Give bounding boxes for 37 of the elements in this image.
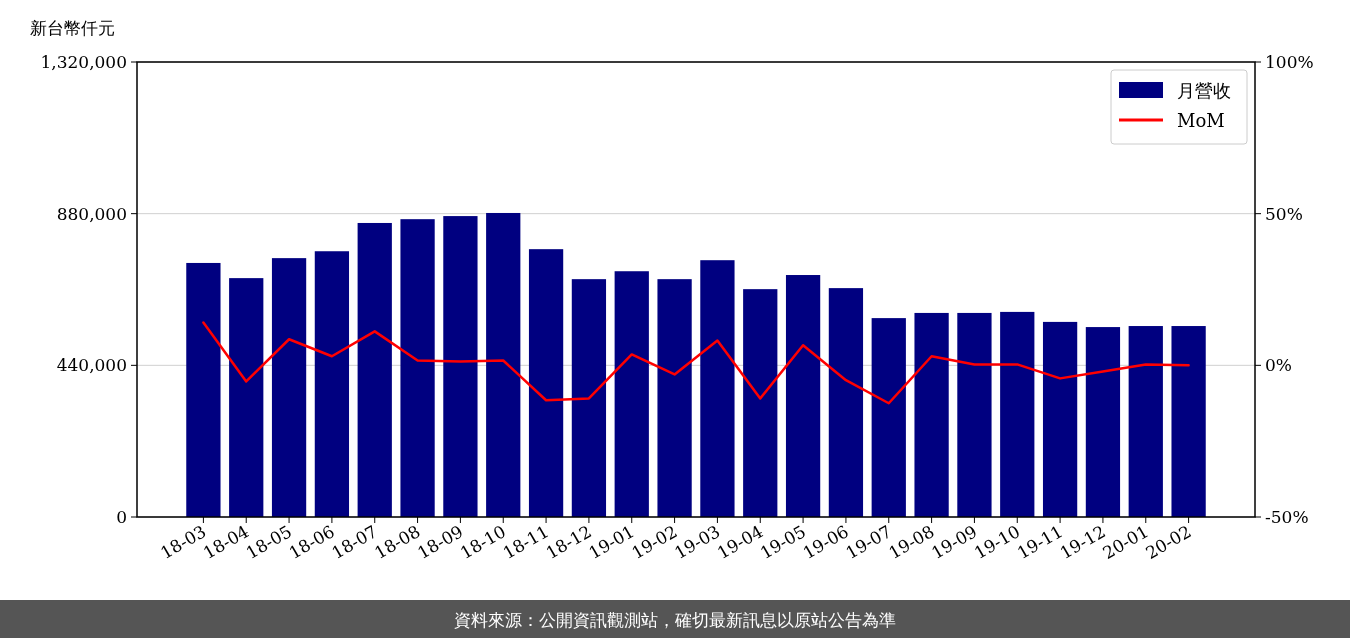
bar (828, 288, 864, 517)
bar (314, 251, 350, 517)
bar (271, 258, 307, 517)
y2-tick-label: -50% (1265, 507, 1309, 527)
legend-label: 月營收 (1177, 80, 1231, 101)
y-tick-label: 880,000 (56, 203, 127, 224)
bar (700, 260, 735, 517)
bar (614, 271, 649, 517)
y-tick-label: 1,320,000 (40, 52, 127, 72)
bar (528, 249, 564, 517)
bar (1000, 311, 1035, 517)
bar (914, 312, 949, 517)
bar (1171, 326, 1206, 517)
source-note: 資料來源：公開資訊觀測站，確切最新訊息以原站公告為準 (454, 610, 896, 630)
bar (400, 219, 435, 517)
legend-label: MoM (1177, 110, 1225, 131)
bar (1085, 327, 1121, 517)
y2-tick-label: 100% (1265, 52, 1314, 72)
y-tick-label: 0 (116, 507, 127, 527)
bar (743, 289, 778, 517)
bar (957, 312, 992, 517)
bar (443, 216, 478, 517)
bar (486, 212, 521, 517)
y-tick-label: 440,000 (56, 355, 127, 376)
bar (229, 278, 264, 517)
bar (186, 262, 221, 517)
y2-tick-label: 0% (1265, 355, 1292, 376)
bar (871, 318, 906, 517)
bar (1128, 326, 1163, 517)
bar (357, 222, 392, 517)
bar (785, 275, 821, 517)
y-axis-title: 新台幣仟元 (30, 18, 115, 38)
y2-tick-label: 50% (1265, 203, 1303, 224)
bar (1042, 321, 1078, 517)
line-series (202, 321, 1190, 405)
bar (571, 279, 607, 517)
bar (657, 279, 692, 517)
